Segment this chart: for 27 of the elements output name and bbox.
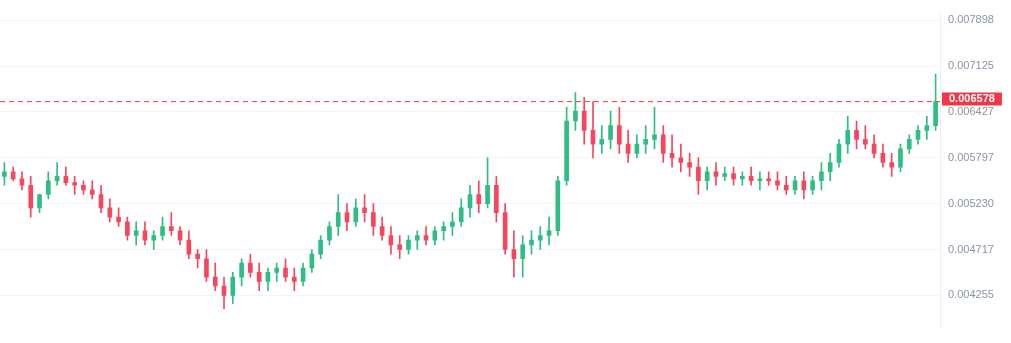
ref-line-label: 0.006578 bbox=[949, 92, 995, 105]
candlestick bbox=[151, 230, 157, 250]
candlestick bbox=[72, 176, 77, 195]
candlestick bbox=[889, 153, 895, 177]
y-tick-label: 0.005797 bbox=[948, 150, 994, 163]
y-tick-label: 0.007125 bbox=[948, 59, 994, 72]
y-tick-label: 0.005230 bbox=[948, 196, 994, 209]
candlestick bbox=[168, 212, 174, 236]
candlestick bbox=[89, 180, 95, 200]
candlestick bbox=[397, 235, 403, 260]
candlestick bbox=[924, 116, 930, 140]
y-tick-label: 0.004255 bbox=[948, 288, 994, 301]
candlestick bbox=[713, 162, 719, 186]
candlestick bbox=[599, 125, 605, 154]
candlestick bbox=[537, 226, 543, 250]
candlestick bbox=[133, 221, 139, 246]
candlestick bbox=[546, 216, 552, 246]
candlestick bbox=[414, 230, 420, 250]
candlestick bbox=[863, 125, 868, 150]
y-tick-label: 0.007898 bbox=[948, 13, 994, 26]
y-tick-label: 0.006427 bbox=[948, 104, 994, 117]
candlestick bbox=[643, 125, 649, 154]
candlestick bbox=[766, 171, 772, 186]
candlestick bbox=[291, 267, 297, 291]
candlestick bbox=[783, 176, 789, 195]
candlestick bbox=[678, 143, 684, 173]
y-tick-label: 0.004717 bbox=[948, 242, 994, 255]
